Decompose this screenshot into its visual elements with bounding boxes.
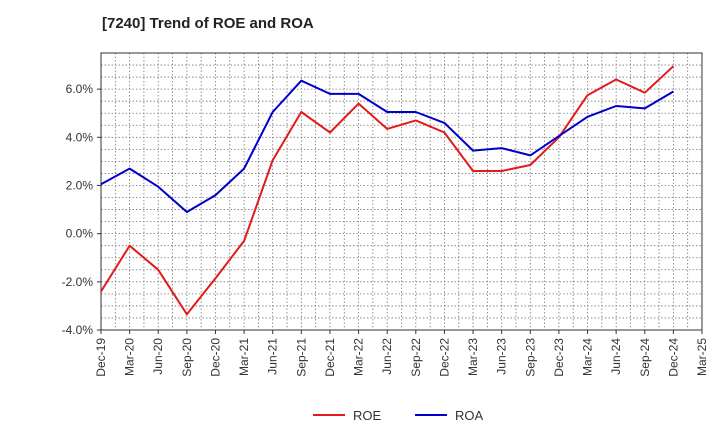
series-line-roa: [100, 79, 674, 213]
x-tick-label: Jun-21: [266, 338, 280, 375]
y-tick-label: 4.0%: [66, 130, 94, 144]
x-tick-label: Dec-20: [208, 338, 222, 377]
x-tick-label: Mar-24: [581, 338, 595, 376]
vertical-gridlines: [114, 53, 689, 330]
chart-title: [7240] Trend of ROE and ROA: [102, 15, 314, 32]
x-tick-label: Mar-22: [352, 338, 366, 376]
x-tick-label: Jun-23: [495, 338, 509, 375]
x-tick-label: Sep-20: [180, 338, 194, 377]
plot-frame: [100, 52, 703, 331]
x-tick-label: Dec-23: [552, 338, 566, 377]
x-tick-label: Mar-21: [237, 338, 251, 376]
x-tick-label: Sep-22: [409, 338, 423, 377]
x-tick-label: Mar-23: [466, 338, 480, 376]
x-tick-label: Mar-25: [695, 338, 709, 376]
series-line-roe: [100, 65, 675, 316]
y-tick-label: -2.0%: [62, 275, 94, 289]
legend: ROE ROA: [313, 408, 484, 423]
y-tick-label: 0.0%: [66, 227, 94, 241]
x-tick-label: Jun-24: [609, 338, 623, 375]
legend-label-roe: ROE: [353, 408, 382, 423]
x-tick-label: Jun-22: [380, 338, 394, 375]
x-tick-label: Sep-23: [523, 338, 537, 377]
x-tick-label: Dec-19: [94, 338, 108, 377]
y-tick-label: -4.0%: [62, 323, 94, 337]
x-tick-label: Sep-24: [638, 338, 652, 377]
y-tick-label: 2.0%: [66, 178, 94, 192]
x-tick-label: Dec-22: [437, 338, 451, 377]
x-tick-label: Dec-24: [666, 338, 680, 377]
y-tick-label: 6.0%: [66, 82, 94, 96]
x-tick-label: Mar-20: [123, 338, 137, 376]
x-tick-label: Sep-21: [294, 338, 308, 377]
x-tick-label: Dec-21: [323, 338, 337, 377]
x-tick-label: Jun-20: [151, 338, 165, 375]
legend-label-roa: ROA: [455, 408, 484, 423]
